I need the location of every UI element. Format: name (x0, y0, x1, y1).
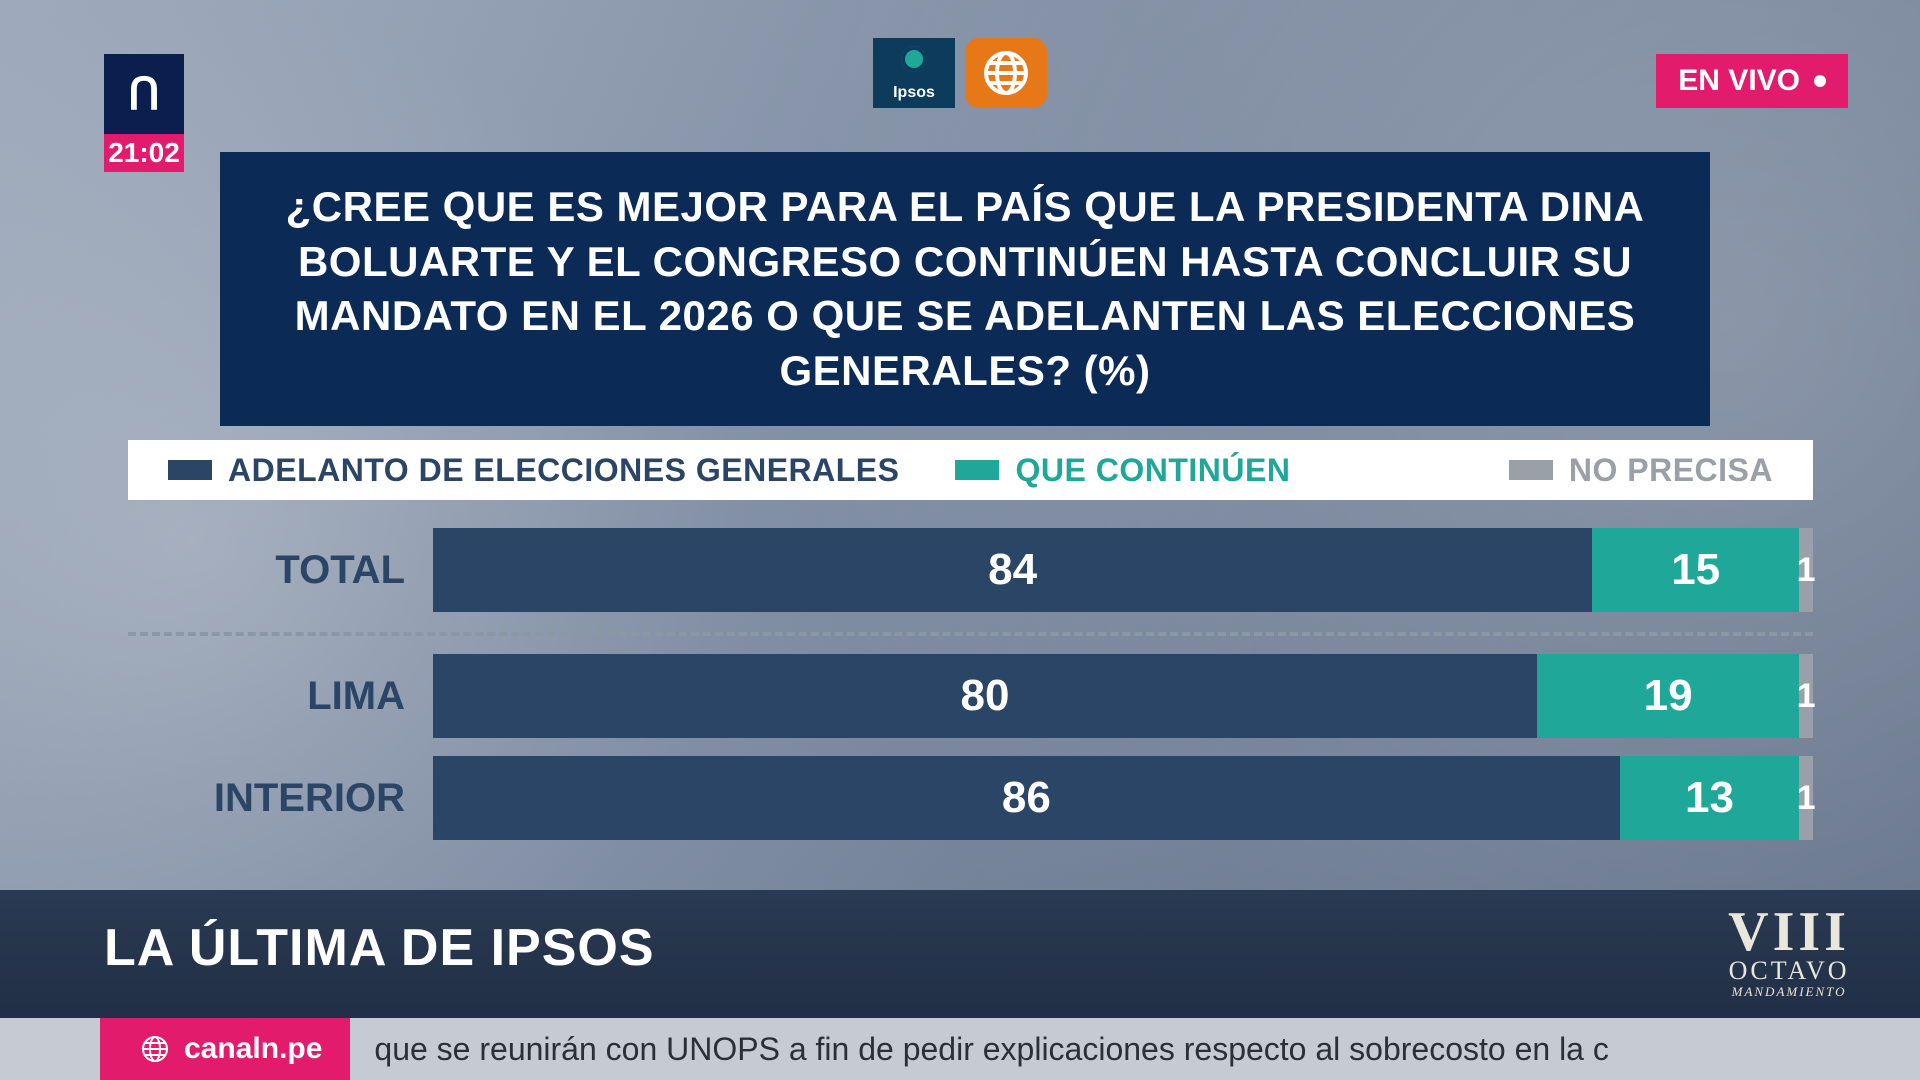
legend-item: ADELANTO DE ELECCIONES GENERALES (168, 452, 899, 489)
bar-segment: 15 (1592, 528, 1799, 612)
chart-divider (128, 632, 1813, 636)
ticker-text: que se reunirán con UNOPS a fin de pedir… (350, 1031, 1920, 1068)
chart-row-label: TOTAL (128, 548, 433, 593)
legend-swatch (1509, 460, 1553, 480)
globe-icon (982, 49, 1030, 97)
program-logo: VIII OCTAVO MANDAMIENTO (1728, 904, 1850, 1000)
bar-segment: 1 (1799, 756, 1813, 840)
chart-row: LIMA80191 (128, 654, 1813, 738)
channel-logo-glyph: ᑎ (128, 69, 160, 120)
poll-question: ¿CREE QUE ES MEJOR PARA EL PAÍS QUE LA P… (220, 152, 1710, 426)
bar-segment: 84 (433, 528, 1592, 612)
legend-swatch (955, 460, 999, 480)
bar-segment: 19 (1537, 654, 1799, 738)
ipsos-logo-label: Ipsos (893, 84, 935, 102)
program-sub: MANDAMIENTO (1728, 984, 1850, 1000)
live-badge: EN VIVO (1656, 54, 1848, 108)
bar-track: 84151 (433, 528, 1813, 612)
ticker-site-tag: canaln.pe (100, 1018, 350, 1080)
globe-icon (140, 1034, 170, 1064)
chart-legend: ADELANTO DE ELECCIONES GENERALES QUE CON… (128, 440, 1813, 500)
legend-label: ADELANTO DE ELECCIONES GENERALES (228, 452, 899, 489)
bar-segment: 80 (433, 654, 1537, 738)
source-logos: Ipsos (873, 38, 1047, 108)
bar-track: 86131 (433, 756, 1813, 840)
bar-track: 80191 (433, 654, 1813, 738)
channel-logo: ᑎ (104, 54, 184, 134)
ipsos-logo: Ipsos (873, 38, 955, 108)
clock: 21:02 (104, 134, 184, 172)
bar-segment: 1 (1799, 654, 1813, 738)
chart-row-label: LIMA (128, 674, 433, 719)
chart-row: INTERIOR86131 (128, 756, 1813, 840)
legend-label: NO PRECISA (1569, 452, 1773, 489)
legend-label: QUE CONTINÚEN (1015, 452, 1290, 489)
bar-segment: 86 (433, 756, 1620, 840)
legend-item: QUE CONTINÚEN (955, 452, 1290, 489)
chart-row-label: INTERIOR (128, 776, 433, 821)
program-word: OCTAVO (1728, 956, 1850, 986)
ticker: canaln.pe que se reunirán con UNOPS a fi… (0, 1018, 1920, 1080)
program-roman: VIII (1728, 904, 1850, 960)
clock-value: 21:02 (108, 137, 180, 169)
chart-row: TOTAL84151 (128, 528, 1813, 612)
channel-block: ᑎ 21:02 (104, 54, 184, 172)
legend-swatch (168, 460, 212, 480)
america-tv-logo (965, 38, 1047, 108)
legend-item: NO PRECISA (1509, 452, 1773, 489)
headline: LA ÚLTIMA DE IPSOS (104, 918, 655, 978)
bar-segment: 13 (1620, 756, 1799, 840)
bar-segment: 1 (1799, 528, 1813, 612)
live-badge-label: EN VIVO (1678, 64, 1800, 98)
poll-chart: TOTAL84151LIMA80191INTERIOR86131 (128, 510, 1813, 840)
lower-third: LA ÚLTIMA DE IPSOS VIII OCTAVO MANDAMIEN… (0, 890, 1920, 1080)
live-dot-icon (1814, 75, 1826, 87)
ticker-site: canaln.pe (184, 1032, 322, 1066)
